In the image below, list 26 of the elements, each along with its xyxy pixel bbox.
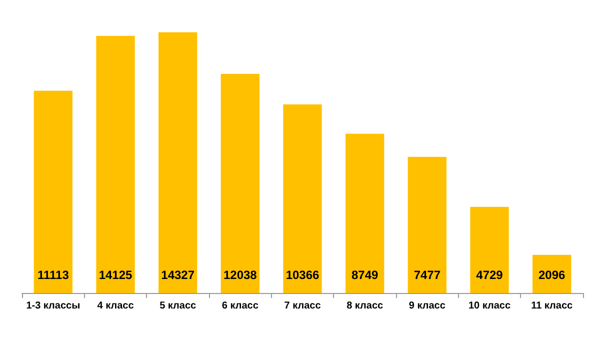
x-tick-label: 5 класс xyxy=(160,300,197,312)
x-tick-label: 11 класс xyxy=(531,300,574,312)
bar xyxy=(283,104,322,293)
bar xyxy=(96,36,135,293)
data-label: 11113 xyxy=(37,268,70,282)
data-label: 14125 xyxy=(98,268,133,282)
bar xyxy=(220,74,260,293)
bar xyxy=(408,156,446,293)
x-tick-label: 4 класс xyxy=(97,300,134,312)
data-label: 4729 xyxy=(476,268,504,282)
x-tick-label: 6 класс xyxy=(222,300,259,312)
x-tick-label: 9 класс xyxy=(408,300,446,312)
bar xyxy=(346,134,384,293)
data-label: 14327 xyxy=(161,268,195,282)
data-label: 2096 xyxy=(538,268,566,282)
x-tick-label: 1-3 классы xyxy=(26,300,80,312)
bar xyxy=(470,206,509,293)
data-label: 8749 xyxy=(351,268,379,282)
bar xyxy=(34,90,72,293)
data-label: 7477 xyxy=(414,268,441,282)
x-tick-label: 8 класс xyxy=(346,300,384,312)
bar xyxy=(158,32,198,293)
data-label: 10366 xyxy=(286,268,320,282)
data-label: 12038 xyxy=(223,268,258,282)
x-tick-label: 10 класс xyxy=(468,300,511,312)
x-tick-label: 7 класс xyxy=(284,300,322,312)
